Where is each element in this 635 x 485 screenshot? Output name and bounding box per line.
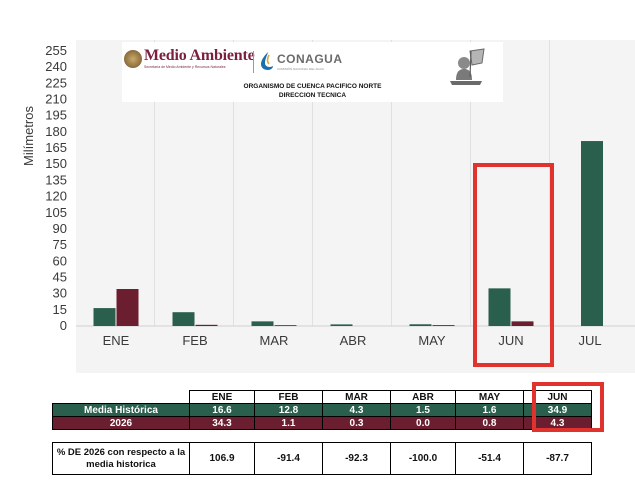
conagua-logo: CONAGUA <box>277 52 343 66</box>
y-tick-label: 120 <box>45 189 67 204</box>
percent-table: % DE 2026 con respecto a la media histor… <box>52 442 592 475</box>
x-category-label: JUL <box>578 333 601 348</box>
table-cell: 16.6 <box>189 403 255 417</box>
y-tick-label: 60 <box>53 253 67 268</box>
bar-year-2026-ene <box>116 289 139 326</box>
bar-year-2026-may <box>432 325 455 326</box>
conagua-drop-icon <box>261 52 273 70</box>
y-tick-label: 150 <box>45 156 67 171</box>
table-corner <box>52 390 190 404</box>
y-tick-label: 30 <box>53 286 67 301</box>
bar-media-historica-ene <box>93 308 116 326</box>
bar-media-historica-jul <box>581 141 603 326</box>
table-cell: 12.8 <box>254 403 323 417</box>
y-tick-label: 90 <box>53 221 67 236</box>
bar-media-historica-abr <box>330 324 353 326</box>
x-category-label: FEB <box>182 333 207 348</box>
y-tick-label: 45 <box>53 269 67 284</box>
y-tick-label: 180 <box>45 124 67 139</box>
percent-cell: -87.7 <box>523 442 592 475</box>
y-tick-label: 0 <box>60 318 67 333</box>
jun-table-highlight-box <box>532 382 604 432</box>
table-row-2026: 2026 34.3 1.1 0.3 0.0 0.8 4.3 <box>52 416 592 430</box>
y-tick-label: 240 <box>45 59 67 74</box>
medio-ambiente-logo: Medio Ambiente <box>144 47 255 64</box>
jun-highlight-box <box>473 163 554 367</box>
table-cell: 0.8 <box>455 416 524 430</box>
y-tick-label: 210 <box>45 92 67 107</box>
y-tick-label: 75 <box>53 237 67 252</box>
conagua-subtitle: COMISIÓN NACIONAL DEL AGUA <box>277 67 324 71</box>
row-label: 2026 <box>52 416 190 430</box>
percent-cell: 106.9 <box>189 442 255 475</box>
bar-media-historica-jun <box>488 288 511 326</box>
table-header-cell: MAR <box>322 390 391 404</box>
table-header-cell: MAY <box>455 390 524 404</box>
y-tick-label: 195 <box>45 108 67 123</box>
bar-media-historica-feb <box>172 312 195 326</box>
logo-separator <box>253 51 254 73</box>
table-header-row: ENE FEB MAR ABR MAY JUN <box>52 390 592 404</box>
table-header-cell: FEB <box>254 390 323 404</box>
table-header-cell: ENE <box>189 390 255 404</box>
percent-cell: -91.4 <box>254 442 323 475</box>
y-tick-label: 135 <box>45 172 67 187</box>
smn-emblem-icon <box>450 48 485 85</box>
percent-cell: -92.3 <box>322 442 391 475</box>
logo-banner: Medio Ambiente Secretaría de Medio Ambie… <box>122 42 503 102</box>
semarnat-subtitle: Secretaría de Medio Ambiente y Recursos … <box>144 65 226 69</box>
percent-cell: -51.4 <box>455 442 524 475</box>
percent-row-label: % DE 2026 con respecto a la media histor… <box>52 442 190 475</box>
x-category-label: MAY <box>418 333 446 348</box>
x-category-label: ENE <box>103 333 130 348</box>
bar-year-2026-mar <box>274 325 297 326</box>
table-cell: 1.6 <box>455 403 524 417</box>
x-category-label: ABR <box>340 333 367 348</box>
table-row-percent: % DE 2026 con respecto a la media histor… <box>52 442 592 475</box>
y-tick-label: 255 <box>45 43 67 58</box>
mexico-seal-icon <box>124 50 142 68</box>
percent-cell: -100.0 <box>390 442 456 475</box>
bar-media-historica-may <box>409 324 432 326</box>
bar-year-2026-jun <box>511 321 534 326</box>
y-tick-label: 225 <box>45 75 67 90</box>
y-tick-label: 15 <box>53 302 67 317</box>
direccion-name: DIRECCION TECNICA <box>278 92 347 99</box>
table-cell: 1.5 <box>390 403 456 417</box>
table-cell: 0.0 <box>390 416 456 430</box>
precipitation-table: ENE FEB MAR ABR MAY JUN Media Histórica … <box>52 390 592 430</box>
organismo-name: ORGANISMO DE CUENCA PACIFICO NORTE <box>243 83 382 90</box>
y-tick-label: 105 <box>45 205 67 220</box>
x-category-label: JUN <box>498 333 523 348</box>
row-label: Media Histórica <box>52 403 190 417</box>
y-axis-label: Milímetros <box>21 106 36 166</box>
table-cell: 0.3 <box>322 416 391 430</box>
table-cell: 34.3 <box>189 416 255 430</box>
table-cell: 4.3 <box>322 403 391 417</box>
table-row-media-historica: Media Histórica 16.6 12.8 4.3 1.5 1.6 34… <box>52 403 592 417</box>
table-cell: 1.1 <box>254 416 323 430</box>
x-category-label: MAR <box>260 333 289 348</box>
bar-year-2026-feb <box>195 324 218 326</box>
y-tick-label: 165 <box>45 140 67 155</box>
table-header-cell: ABR <box>390 390 456 404</box>
bar-media-historica-mar <box>251 321 274 326</box>
